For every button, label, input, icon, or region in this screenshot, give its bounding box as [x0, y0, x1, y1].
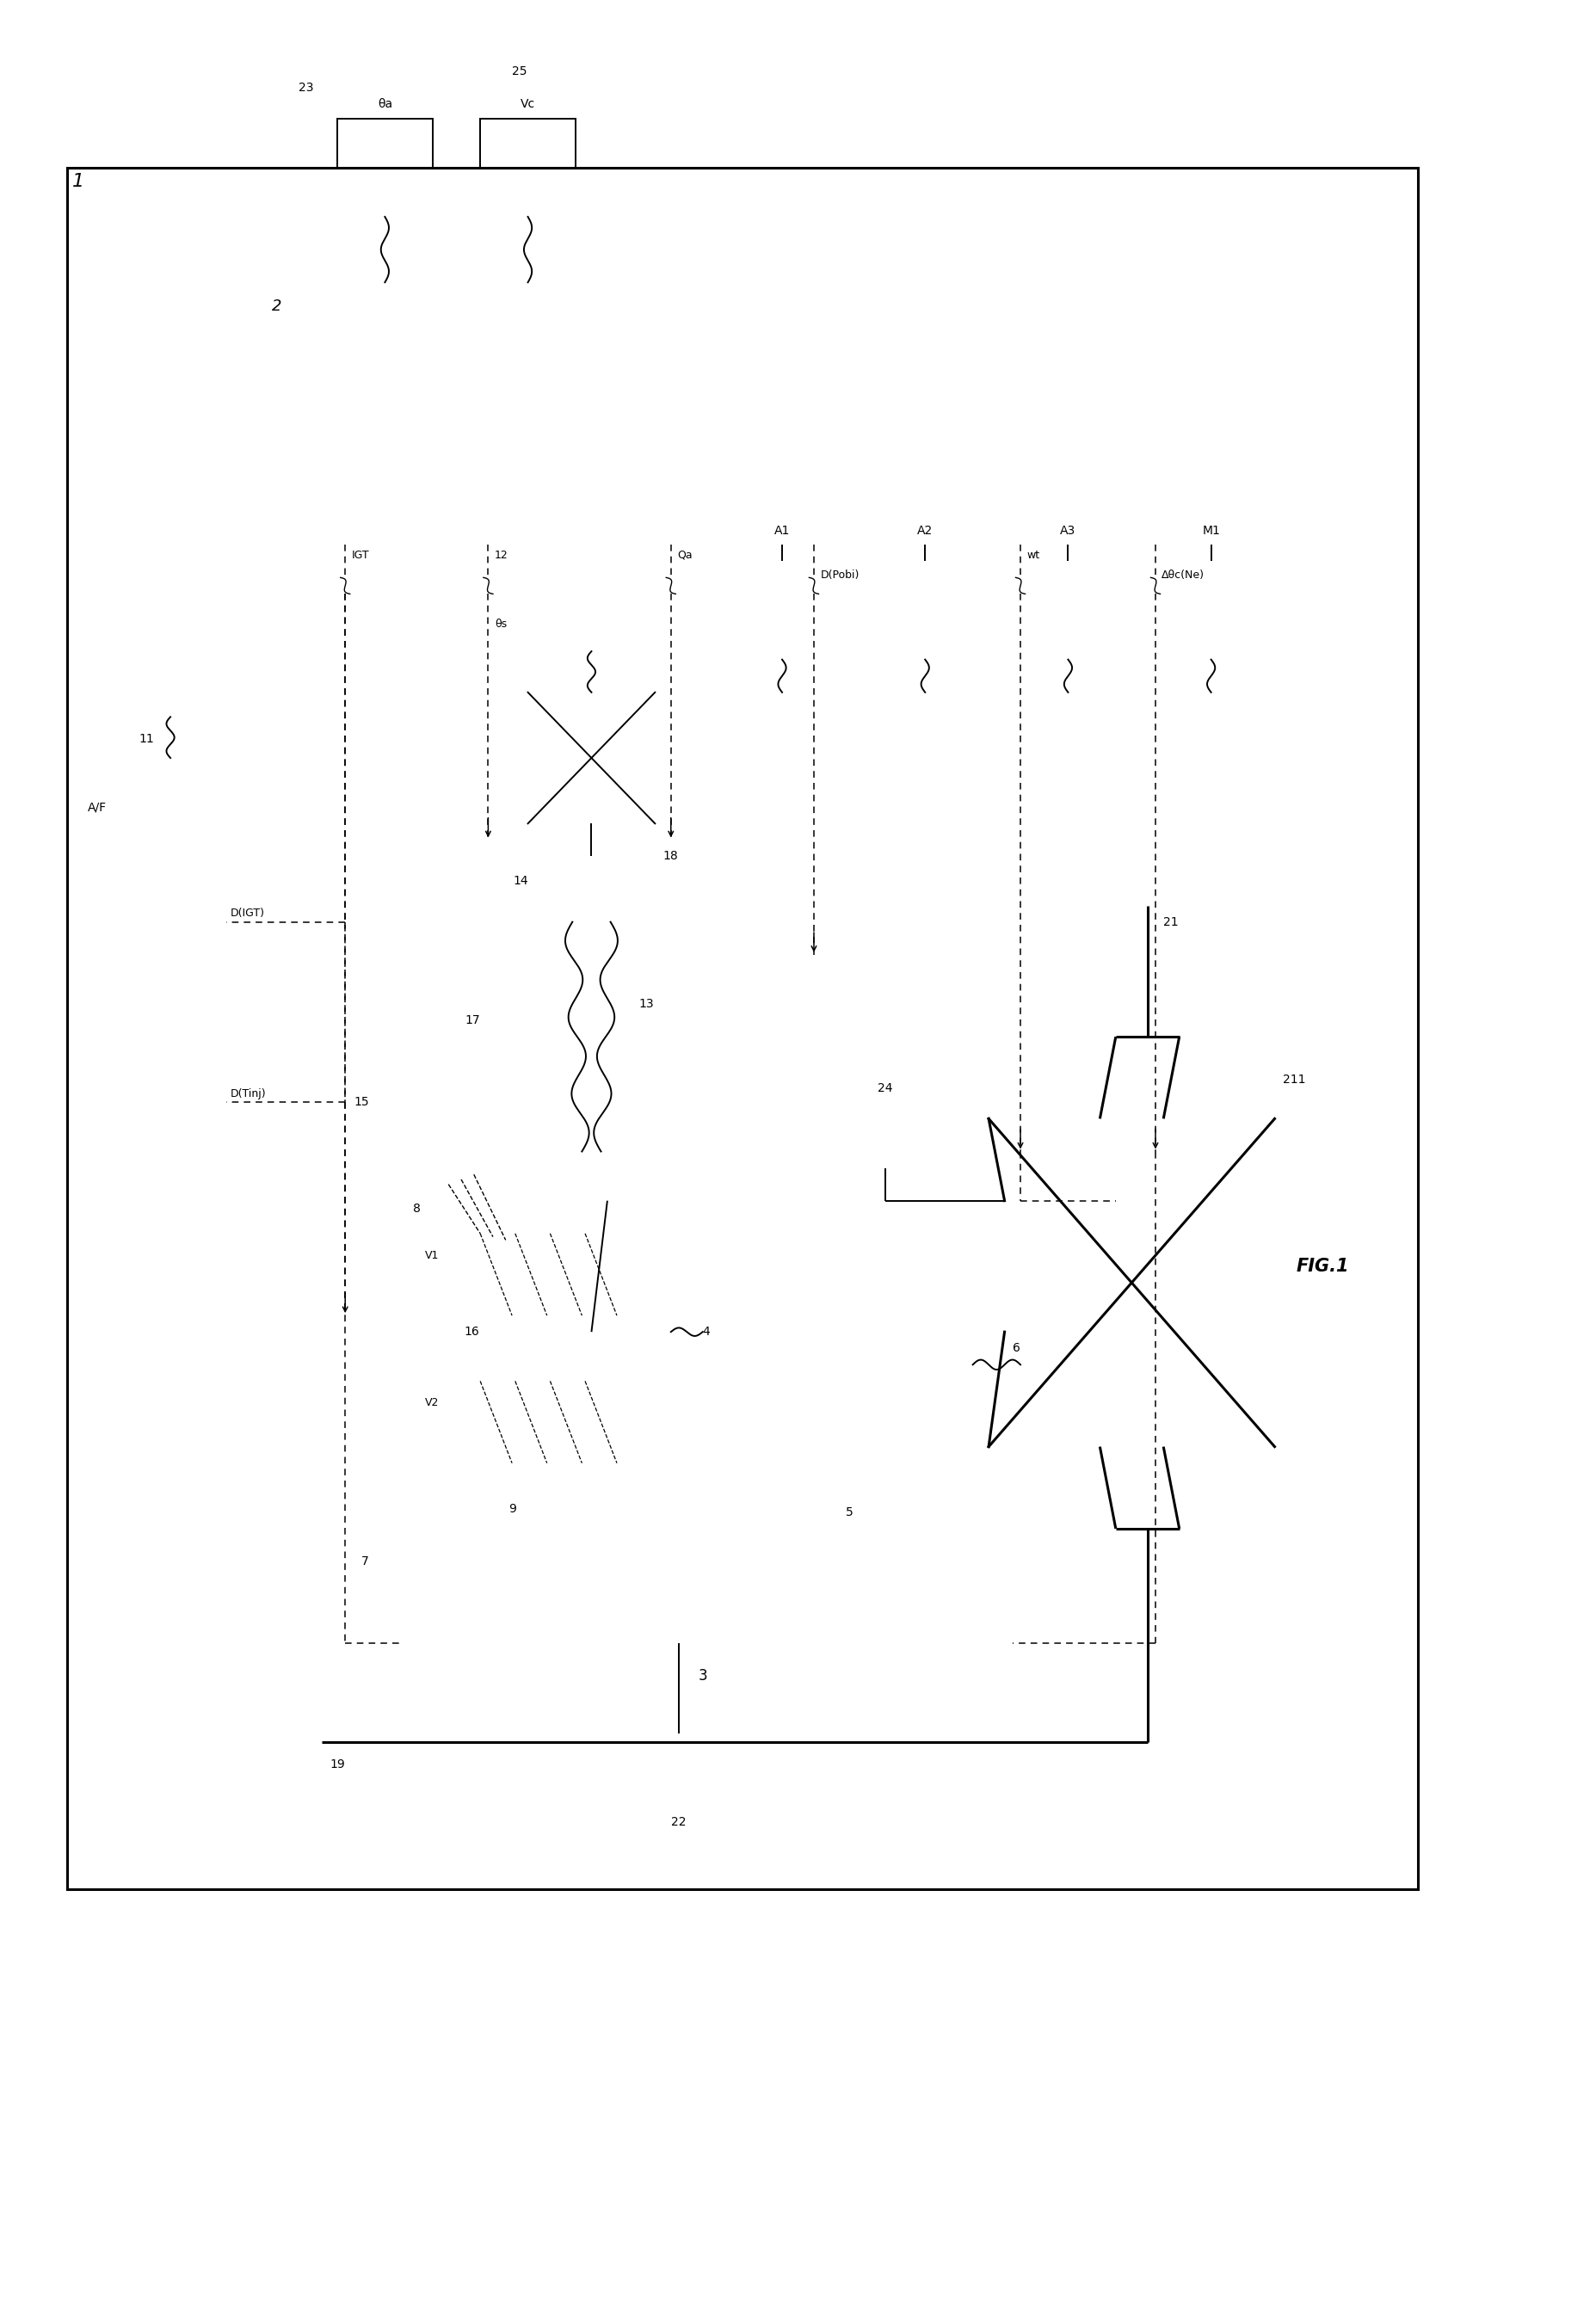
Text: 11: 11	[139, 732, 155, 744]
Text: A/F: A/F	[88, 801, 107, 813]
Text: wt: wt	[1026, 550, 1041, 562]
Bar	[878, 562, 974, 659]
Text: A1: A1	[774, 525, 790, 537]
Text: V2: V2	[425, 1398, 439, 1409]
Bar	[528, 693, 654, 824]
Bar	[289, 283, 1307, 546]
Bar	[401, 1200, 1004, 1644]
Text: Δθc(Ne): Δθc(Ne)	[1162, 569, 1205, 580]
Text: 18: 18	[662, 850, 678, 861]
Bar	[480, 117, 576, 216]
Bar	[988, 1119, 1275, 1446]
Bar	[1020, 562, 1116, 659]
Text: D(Pobi): D(Pobi)	[820, 569, 859, 580]
Text: 16: 16	[464, 1327, 480, 1338]
Text: 14: 14	[512, 875, 528, 887]
Text: 24: 24	[878, 1082, 892, 1094]
Text: 6: 6	[1012, 1343, 1020, 1354]
Bar	[638, 1734, 718, 1792]
Text: θs: θs	[495, 620, 506, 629]
Text: 21: 21	[1163, 917, 1178, 928]
Text: D(Tinj): D(Tinj)	[231, 1087, 267, 1099]
Text: V1: V1	[425, 1251, 439, 1262]
Bar	[67, 168, 1417, 1888]
Text: Vc: Vc	[520, 99, 535, 111]
Text: 15: 15	[354, 1096, 369, 1108]
Bar	[115, 758, 227, 857]
Text: 22: 22	[672, 1815, 686, 1829]
Text: A3: A3	[1060, 525, 1076, 537]
Text: M1: M1	[1202, 525, 1219, 537]
Bar	[686, 1283, 942, 1446]
Text: D(IGT): D(IGT)	[231, 907, 265, 919]
Text: A2: A2	[918, 525, 934, 537]
Text: 4: 4	[702, 1327, 710, 1338]
Bar	[1163, 562, 1259, 659]
Text: 5: 5	[846, 1506, 854, 1518]
Text: 9: 9	[508, 1504, 516, 1515]
Text: 25: 25	[512, 64, 527, 78]
Bar	[337, 117, 433, 216]
Text: 17: 17	[464, 1013, 480, 1027]
Text: 23: 23	[298, 81, 313, 94]
Text: 19: 19	[330, 1757, 345, 1771]
Text: θa: θa	[378, 99, 393, 111]
Text: 7: 7	[361, 1555, 369, 1568]
Text: 211: 211	[1283, 1073, 1306, 1087]
Text: Qa: Qa	[677, 550, 693, 562]
Bar	[734, 562, 830, 659]
Text: IGT: IGT	[351, 550, 369, 562]
Text: FIG.1: FIG.1	[1296, 1257, 1349, 1276]
Text: 1: 1	[72, 173, 85, 189]
Text: 2: 2	[271, 299, 281, 313]
Bar	[846, 1103, 926, 1168]
Text: 3: 3	[697, 1667, 707, 1683]
Text: 13: 13	[638, 997, 654, 1011]
Text: 8: 8	[413, 1202, 420, 1216]
Text: 12: 12	[495, 550, 508, 562]
